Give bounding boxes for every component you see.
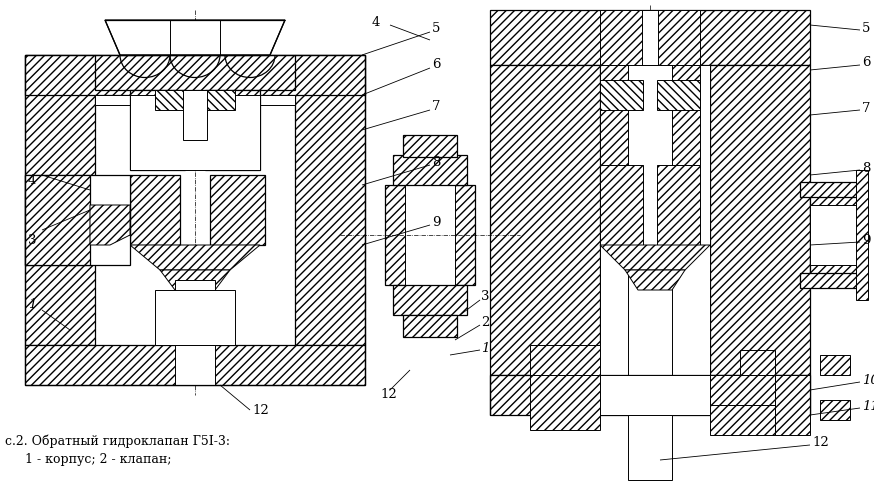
Bar bbox=[800, 273, 865, 288]
Bar bbox=[600, 65, 710, 375]
Bar bbox=[490, 375, 810, 415]
Text: 7: 7 bbox=[432, 101, 440, 113]
Bar bbox=[95, 55, 295, 90]
Bar bbox=[810, 205, 860, 265]
Text: 4: 4 bbox=[28, 174, 37, 187]
Bar bbox=[820, 355, 850, 375]
Bar bbox=[600, 165, 643, 245]
Bar bbox=[25, 55, 365, 95]
Text: 11: 11 bbox=[862, 400, 874, 413]
Bar bbox=[130, 90, 185, 170]
Bar bbox=[810, 190, 860, 280]
Text: 6: 6 bbox=[862, 56, 871, 69]
Bar bbox=[183, 90, 207, 140]
Text: 1: 1 bbox=[28, 298, 37, 311]
Bar bbox=[800, 182, 865, 197]
Bar bbox=[155, 90, 235, 110]
Text: 12: 12 bbox=[380, 388, 397, 402]
Bar bbox=[710, 65, 810, 375]
Text: 5: 5 bbox=[862, 22, 871, 35]
Bar bbox=[210, 175, 265, 245]
Text: 8: 8 bbox=[862, 161, 871, 174]
Polygon shape bbox=[90, 205, 130, 245]
Bar bbox=[385, 185, 475, 285]
Bar bbox=[740, 350, 775, 375]
Bar bbox=[490, 10, 810, 65]
Bar bbox=[600, 10, 642, 65]
Bar bbox=[657, 80, 700, 110]
Bar bbox=[405, 185, 455, 285]
Text: 4: 4 bbox=[371, 15, 380, 28]
Bar bbox=[530, 345, 600, 375]
Bar bbox=[175, 280, 215, 345]
Text: 1: 1 bbox=[481, 342, 489, 354]
Bar bbox=[205, 90, 260, 170]
Bar bbox=[600, 375, 710, 415]
Bar bbox=[175, 345, 215, 385]
Bar bbox=[25, 175, 90, 265]
Text: 7: 7 bbox=[862, 102, 871, 115]
Polygon shape bbox=[600, 245, 710, 270]
Bar bbox=[393, 155, 467, 185]
Bar bbox=[25, 55, 95, 345]
Bar bbox=[403, 315, 457, 337]
Bar bbox=[393, 285, 467, 315]
Bar bbox=[600, 65, 643, 165]
Bar bbox=[295, 55, 365, 345]
Polygon shape bbox=[625, 270, 685, 290]
Text: 12: 12 bbox=[812, 437, 829, 450]
Bar bbox=[856, 170, 868, 300]
Text: 8: 8 bbox=[432, 156, 440, 169]
Bar bbox=[90, 205, 130, 235]
Bar bbox=[710, 375, 775, 405]
Text: с.2. Обратный гидроклапан Г5I-3:: с.2. Обратный гидроклапан Г5I-3: bbox=[5, 435, 230, 448]
Text: 9: 9 bbox=[862, 233, 871, 246]
Bar bbox=[25, 175, 130, 265]
Bar bbox=[628, 415, 672, 480]
Bar bbox=[155, 290, 235, 345]
Bar bbox=[657, 165, 700, 245]
Text: 5: 5 bbox=[432, 23, 440, 36]
Bar bbox=[130, 175, 180, 245]
Polygon shape bbox=[130, 245, 260, 270]
Bar bbox=[820, 400, 850, 420]
Bar bbox=[710, 405, 775, 435]
Bar bbox=[130, 95, 260, 170]
Text: 3: 3 bbox=[481, 291, 489, 304]
Polygon shape bbox=[160, 270, 230, 290]
Bar bbox=[95, 95, 295, 105]
Text: 2: 2 bbox=[481, 316, 489, 329]
Text: 1 - корпус; 2 - клапан;: 1 - корпус; 2 - клапан; bbox=[5, 453, 171, 466]
Bar bbox=[25, 345, 365, 385]
Text: 9: 9 bbox=[432, 215, 440, 228]
Bar bbox=[775, 375, 810, 435]
Bar bbox=[600, 10, 700, 65]
Text: 6: 6 bbox=[432, 58, 440, 71]
Bar bbox=[658, 10, 700, 65]
Bar bbox=[530, 375, 600, 430]
Text: 12: 12 bbox=[252, 403, 268, 416]
Polygon shape bbox=[105, 20, 285, 55]
Bar bbox=[628, 65, 672, 375]
Bar bbox=[657, 65, 700, 165]
Text: 3: 3 bbox=[28, 233, 37, 246]
Text: 10: 10 bbox=[862, 374, 874, 387]
Bar bbox=[600, 80, 643, 110]
Bar bbox=[490, 65, 600, 375]
Bar bbox=[403, 135, 457, 157]
